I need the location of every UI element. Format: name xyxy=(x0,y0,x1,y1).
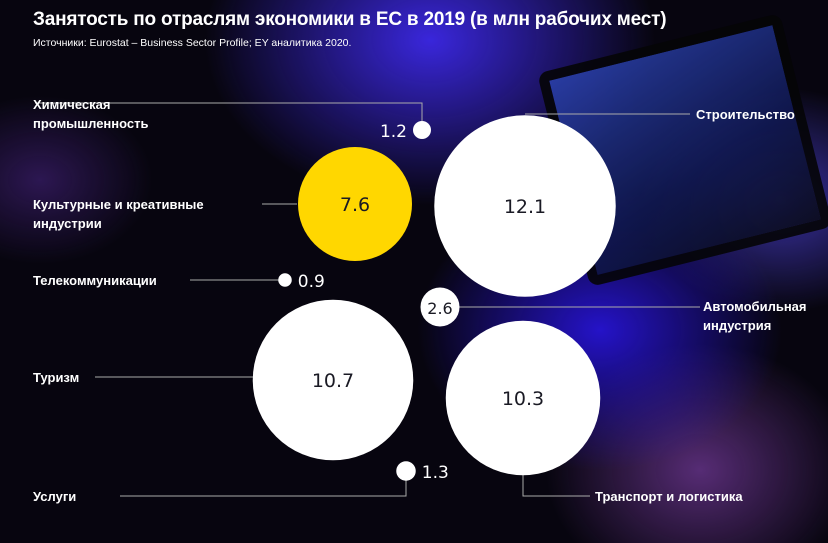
leader-line-services xyxy=(120,480,407,497)
category-label-line: промышленность xyxy=(33,116,149,131)
category-label-line: индустрии xyxy=(33,216,102,231)
bubble-5 xyxy=(252,299,414,461)
bubble-7 xyxy=(396,461,416,481)
bubble-value-label: 7.6 xyxy=(340,194,370,216)
category-label: Телекоммуникации xyxy=(33,271,157,290)
bubble-value-label: 1.3 xyxy=(422,463,449,483)
category-label: Транспорт и логистика xyxy=(595,487,743,506)
chart-source: Источники: Eurostat – Business Sector Pr… xyxy=(33,37,352,49)
category-label: Химическая промышленность xyxy=(33,95,149,133)
bubble-value-label: 10.7 xyxy=(312,370,354,392)
bubble-value-label: 12.1 xyxy=(504,196,546,218)
category-label-line: Химическая xyxy=(33,97,111,112)
leader-line-transport xyxy=(522,470,590,497)
bubble-2 xyxy=(298,147,412,261)
bubble-value-label: 10.3 xyxy=(502,388,544,410)
bubble-1 xyxy=(434,115,616,297)
category-label: Автомобильная индустрия xyxy=(703,297,807,335)
category-label-line: индустрия xyxy=(703,318,772,333)
category-label-line: Туризм xyxy=(33,370,80,385)
leader-line-chemical xyxy=(35,102,423,121)
bubble-6 xyxy=(445,320,601,476)
category-label-line: Услуги xyxy=(33,489,77,504)
leader-lines xyxy=(35,102,700,497)
bubble-value-label: 2.6 xyxy=(427,299,452,318)
bubble-4 xyxy=(420,287,460,327)
category-label-line: Строительство xyxy=(696,107,795,122)
bubble-0 xyxy=(413,121,431,139)
category-label: Туризм xyxy=(33,368,79,387)
chart-title: Занятость по отраслям экономики в ЕС в 2… xyxy=(33,9,667,30)
bubble-3 xyxy=(278,273,292,287)
category-label: Строительство xyxy=(696,105,795,124)
bubble-value-label: 1.2 xyxy=(380,122,407,142)
category-label: Услуги xyxy=(33,487,76,506)
category-label-line: Транспорт и логистика xyxy=(595,489,743,504)
category-label-line: Телекоммуникации xyxy=(33,273,157,288)
category-label-line: Автомобильная xyxy=(703,299,807,314)
category-label-line: Культурные и креативные xyxy=(33,197,204,212)
category-label: Культурные и креативные индустрии xyxy=(33,195,204,233)
bubble-value-label: 0.9 xyxy=(298,272,325,292)
